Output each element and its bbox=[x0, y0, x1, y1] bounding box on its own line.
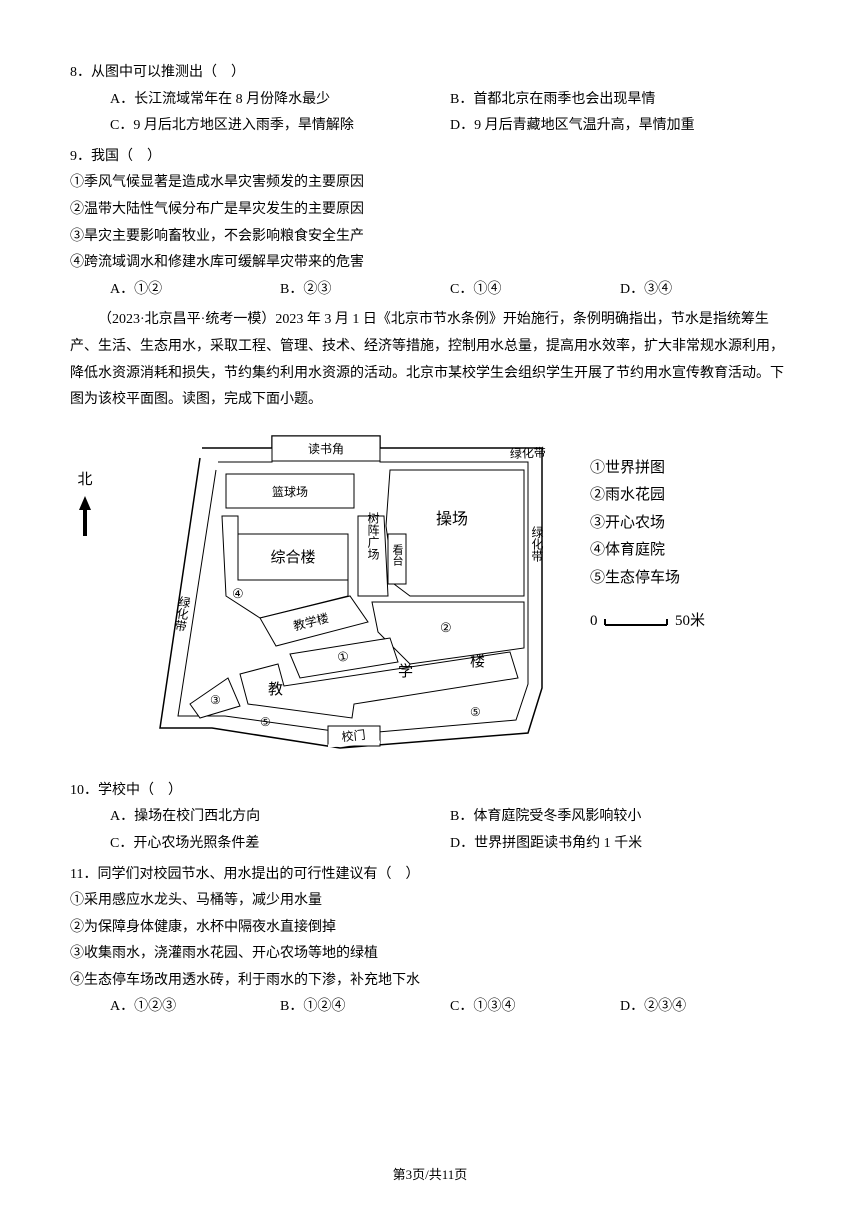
q10-option-b: B．体育庭院受冬季风影响较小 bbox=[450, 804, 790, 831]
map-label-lanqiuchang: 篮球场 bbox=[272, 484, 308, 499]
q8-stem: 8．从图中可以推测出（ ） bbox=[70, 60, 790, 87]
q10-stem: 10．学校中（ ） bbox=[70, 778, 790, 805]
map-label-dushujiao: 读书角 bbox=[308, 442, 344, 456]
map-label-lvhuadai-top: 绿化带 bbox=[510, 444, 547, 460]
q10-option-a: A．操场在校门西北方向 bbox=[110, 804, 450, 831]
map-legend: ①世界拼图 ②雨水花园 ③开心农场 ④体育庭院 ⑤生态停车场 0 50米 bbox=[590, 456, 705, 637]
q9-option-b: B．②③ bbox=[280, 277, 450, 304]
school-map-area: 北 读书角 绿化带 绿化带 绿化带 篮球场 bbox=[70, 426, 790, 766]
scale-bar-icon bbox=[601, 615, 671, 629]
map-label-n3: ③ bbox=[210, 693, 221, 707]
q8-option-d: D．9 月后青藏地区气温升高，旱情加重 bbox=[450, 113, 790, 140]
q11-option-a: A．①②③ bbox=[110, 994, 280, 1021]
q9-statement-3: ③旱灾主要影响畜牧业，不会影响粮食安全生产 bbox=[70, 224, 790, 251]
q8-option-c: C．9 月后北方地区进入雨季，旱情解除 bbox=[110, 113, 450, 140]
question-8: 8．从图中可以推测出（ ） A．长江流域常年在 8 月份降水最少 B．首都北京在… bbox=[70, 60, 790, 140]
q8-option-a: A．长江流域常年在 8 月份降水最少 bbox=[110, 87, 450, 114]
map-label-n5a: ⑤ bbox=[260, 715, 271, 729]
legend-4: ④体育庭院 bbox=[590, 538, 705, 564]
scale-bar: 0 50米 bbox=[590, 609, 705, 635]
q9-option-a: A．①② bbox=[110, 277, 280, 304]
map-label-kantai: 看台 bbox=[391, 542, 404, 565]
q11-statement-3: ③收集雨水，浇灌雨水花园、开心农场等地的绿植 bbox=[70, 941, 790, 968]
q10-option-d: D．世界拼图距读书角约 1 千米 bbox=[450, 831, 790, 858]
q10-option-c: C．开心农场光照条件差 bbox=[110, 831, 450, 858]
map-label-jiao: 教 bbox=[268, 681, 283, 698]
q9-statement-1: ①季风气候显著是造成水旱灾害频发的主要原因 bbox=[70, 170, 790, 197]
q8-option-b: B．首都北京在雨季也会出现旱情 bbox=[450, 87, 790, 114]
q11-option-c: C．①③④ bbox=[450, 994, 620, 1021]
map-label-lvhuadai-left: 绿化带 bbox=[172, 593, 192, 632]
legend-1: ①世界拼图 bbox=[590, 456, 705, 482]
q9-statement-2: ②温带大陆性气候分布广是旱灾发生的主要原因 bbox=[70, 197, 790, 224]
map-label-caochang: 操场 bbox=[436, 510, 468, 528]
school-map: 北 读书角 绿化带 绿化带 绿化带 篮球场 bbox=[130, 426, 560, 766]
q11-option-d: D．②③④ bbox=[620, 994, 790, 1021]
q9-option-c: C．①④ bbox=[450, 277, 620, 304]
q11-statement-4: ④生态停车场改用透水砖，利于雨水的下渗，补充地下水 bbox=[70, 968, 790, 995]
q11-stem: 11．同学们对校园节水、用水提出的可行性建议有（ ） bbox=[70, 862, 790, 889]
question-9: 9．我国（ ） ①季风气候显著是造成水旱灾害频发的主要原因 ②温带大陆性气候分布… bbox=[70, 144, 790, 304]
map-label-n5b: ⑤ bbox=[470, 705, 481, 719]
map-label-n4: ④ bbox=[232, 586, 244, 601]
map-label-n1: ① bbox=[336, 648, 350, 665]
map-svg: 读书角 绿化带 绿化带 绿化带 篮球场 操场 看台 综合楼 bbox=[130, 426, 560, 766]
map-label-n2: ② bbox=[440, 620, 452, 635]
q11-statement-2: ②为保障身体健康，水杯中隔夜水直接倒掉 bbox=[70, 915, 790, 942]
scale-fifty: 50米 bbox=[675, 613, 705, 629]
q11-option-b: B．①②④ bbox=[280, 994, 450, 1021]
q9-statement-4: ④跨流域调水和修建水库可缓解旱灾带来的危害 bbox=[70, 250, 790, 277]
q9-stem: 9．我国（ ） bbox=[70, 144, 790, 171]
map-label-lvhuadai-right: 绿化带 bbox=[530, 524, 544, 561]
compass-arrow-icon bbox=[76, 496, 94, 540]
map-label-xue: 学 bbox=[398, 663, 413, 680]
legend-5: ⑤生态停车场 bbox=[590, 566, 705, 592]
compass-label: 北 bbox=[77, 472, 92, 488]
question-10: 10．学校中（ ） A．操场在校门西北方向 B．体育庭院受冬季风影响较小 C．开… bbox=[70, 778, 790, 858]
page-footer: 第3页/共11页 bbox=[0, 1163, 860, 1188]
map-label-xiaomen: 校门 bbox=[341, 727, 366, 744]
map-label-shuzhen: 树阵广场 bbox=[366, 510, 380, 559]
question-11: 11．同学们对校园节水、用水提出的可行性建议有（ ） ①采用感应水龙头、马桶等，… bbox=[70, 862, 790, 1022]
legend-2: ②雨水花园 bbox=[590, 483, 705, 509]
q11-statement-1: ①采用感应水龙头、马桶等，减少用水量 bbox=[70, 888, 790, 915]
map-label-zonghelou: 综合楼 bbox=[270, 549, 315, 566]
compass: 北 bbox=[76, 466, 94, 541]
legend-3: ③开心农场 bbox=[590, 511, 705, 537]
q9-option-d: D．③④ bbox=[620, 277, 790, 304]
passage-text: （2023·北京昌平·统考一模）2023 年 3 月 1 日《北京市节水条例》开… bbox=[70, 307, 790, 413]
scale-zero: 0 bbox=[590, 613, 598, 629]
